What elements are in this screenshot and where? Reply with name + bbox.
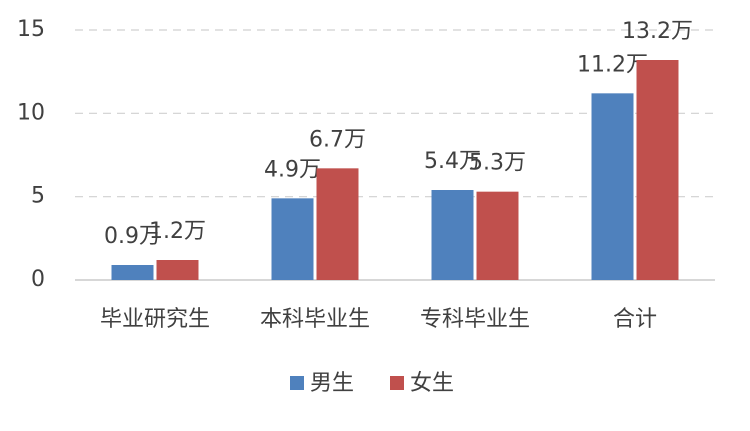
bar: [476, 191, 519, 280]
y-tick-label: 10: [17, 100, 45, 125]
bar: [591, 93, 634, 280]
value-label: 11.2万: [577, 52, 648, 77]
value-label: 5.3万: [469, 151, 526, 176]
y-tick-label: 5: [31, 184, 45, 209]
x-tick-label: 本科毕业生: [260, 307, 370, 332]
value-label: 6.7万: [309, 127, 366, 152]
bar: [636, 60, 679, 280]
bar: [111, 265, 154, 280]
bar: [316, 168, 359, 280]
x-tick-label: 专科毕业生: [420, 307, 530, 332]
legend-swatch: [290, 376, 304, 390]
value-label: 1.2万: [149, 219, 206, 244]
legend-label: 女生: [410, 371, 454, 396]
x-tick-label: 合计: [613, 307, 657, 332]
value-label: 0.9万: [104, 224, 161, 249]
bar: [431, 190, 474, 280]
bar: [156, 260, 199, 280]
legend-label: 男生: [310, 371, 354, 396]
bar: [271, 198, 314, 280]
value-label: 5.4万: [424, 149, 481, 174]
x-tick-label: 毕业研究生: [100, 307, 210, 332]
value-label: 13.2万: [622, 19, 693, 44]
value-label: 4.9万: [264, 157, 321, 182]
legend-swatch: [390, 376, 404, 390]
y-tick-label: 0: [31, 267, 45, 292]
y-tick-label: 15: [17, 17, 45, 42]
